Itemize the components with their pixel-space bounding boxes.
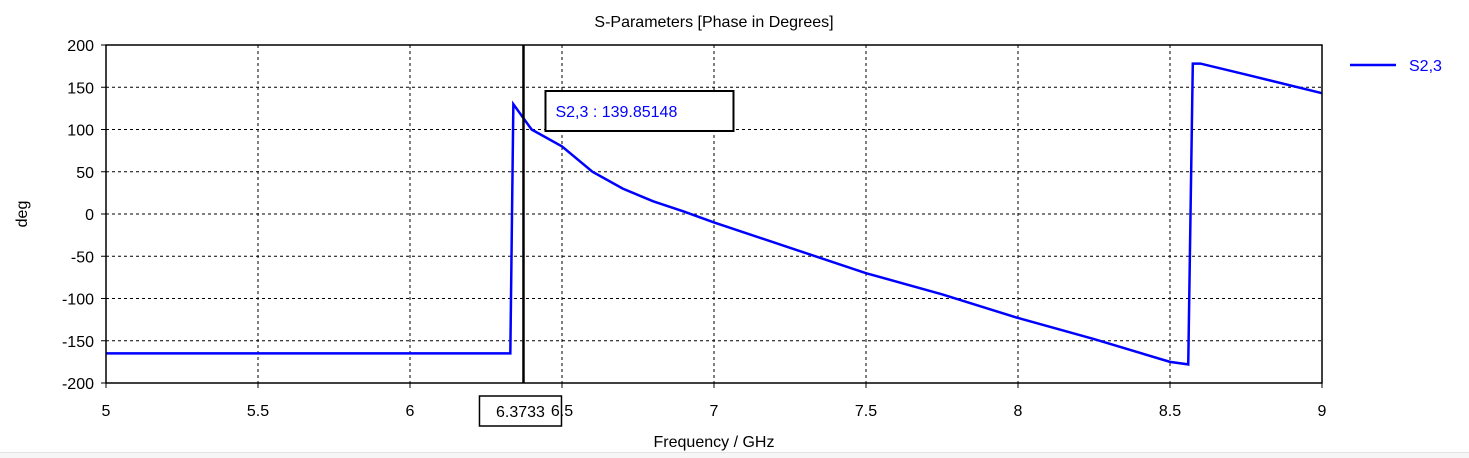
y-tick-label: 200 xyxy=(67,38,94,55)
bottom-divider xyxy=(0,452,1469,453)
y-axis: 200 150 100 50 0 -50 -100 -150 -200 xyxy=(62,38,106,393)
x-tick-label: 5.5 xyxy=(247,403,269,420)
marker-x-box xyxy=(478,395,563,427)
x-tick-label: 6.5 xyxy=(551,403,573,420)
x-tick-label: 5 xyxy=(102,403,111,420)
y-tick-label: -200 xyxy=(62,376,94,393)
x-tick-label: 7.5 xyxy=(855,403,877,420)
x-tick-label: 8.5 xyxy=(1159,403,1181,420)
x-tick-label: 6 xyxy=(406,403,415,420)
y-tick-label: -100 xyxy=(62,292,94,309)
marker-readout-text: S2,3 : 139.85148 xyxy=(555,104,677,121)
series-layer xyxy=(106,62,1323,366)
x-tick-label: 9 xyxy=(1318,403,1327,420)
series-line-s23 xyxy=(106,62,1323,366)
y-tick-label: -50 xyxy=(71,249,94,266)
marker-readout-box xyxy=(544,90,735,132)
y-tick-label: 50 xyxy=(76,165,94,182)
plot-area[interactable]: S2,3 : 139.85148 6.3733 xyxy=(105,44,1323,427)
marker-layer[interactable]: S2,3 : 139.85148 6.3733 xyxy=(478,45,735,427)
marker-x-label: 6.3733 xyxy=(496,404,545,421)
y-tick-label: 0 xyxy=(85,207,94,224)
y-tick-label: 100 xyxy=(67,123,94,140)
y-tick-label: 150 xyxy=(67,80,94,97)
x-tick-label: 8 xyxy=(1014,403,1023,420)
x-tick-label: 7 xyxy=(710,403,719,420)
legend[interactable]: S2,3 xyxy=(1350,58,1442,75)
y-axis-label: deg xyxy=(14,201,31,228)
y-tick-label: -150 xyxy=(62,334,94,351)
bottom-strip xyxy=(0,453,1469,458)
chart-title: S-Parameters [Phase in Degrees] xyxy=(594,14,833,31)
x-axis-label: Frequency / GHz xyxy=(654,434,775,451)
legend-label-s23: S2,3 xyxy=(1409,58,1442,75)
x-axis: 5 5.5 6 6.5 7 7.5 8 8.5 9 xyxy=(102,383,1327,420)
